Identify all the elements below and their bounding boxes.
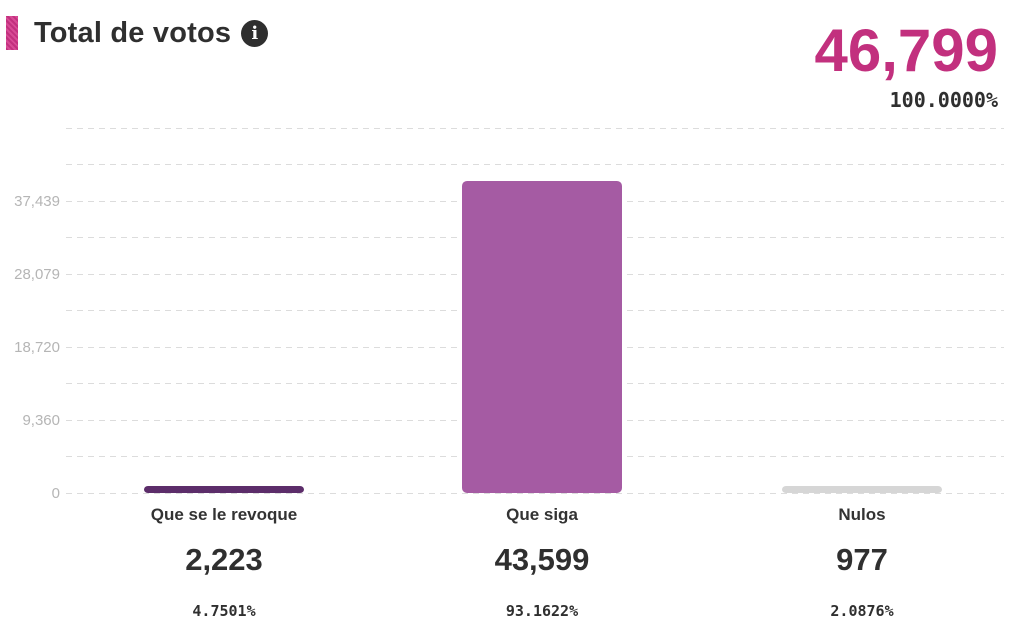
- category-label: Que se le revoque: [150, 505, 298, 524]
- y-tick-label: 0: [52, 485, 60, 502]
- total-summary: 46,799 100.0000%: [814, 16, 998, 112]
- total-votes-percent: 100.0000%: [889, 88, 998, 112]
- accent-bar: [6, 16, 18, 50]
- category-value: 2,223: [185, 542, 263, 577]
- y-tick-label: 18,720: [14, 339, 60, 356]
- bar-0[interactable]: [144, 486, 304, 493]
- category-percent: 93.1622%: [505, 602, 579, 620]
- bar-1[interactable]: [462, 180, 622, 493]
- chart-title: Total de votos: [34, 16, 232, 49]
- y-tick-label: 28,079: [14, 266, 60, 283]
- bar-2[interactable]: [782, 486, 942, 493]
- category-percent: 4.7501%: [192, 602, 256, 620]
- y-tick-label: 37,439: [14, 193, 60, 210]
- category-percent: 2.0876%: [830, 602, 894, 620]
- chart-header: Total de votos i: [6, 16, 269, 50]
- y-tick-label: 9,360: [22, 412, 60, 429]
- total-votes-value: 46,799: [814, 17, 998, 84]
- category-value: 43,599: [494, 542, 590, 577]
- info-icon[interactable]: i: [241, 19, 269, 47]
- category-value: 977: [836, 542, 888, 577]
- category-label: Nulos: [838, 505, 886, 524]
- category-label: Que siga: [506, 505, 578, 524]
